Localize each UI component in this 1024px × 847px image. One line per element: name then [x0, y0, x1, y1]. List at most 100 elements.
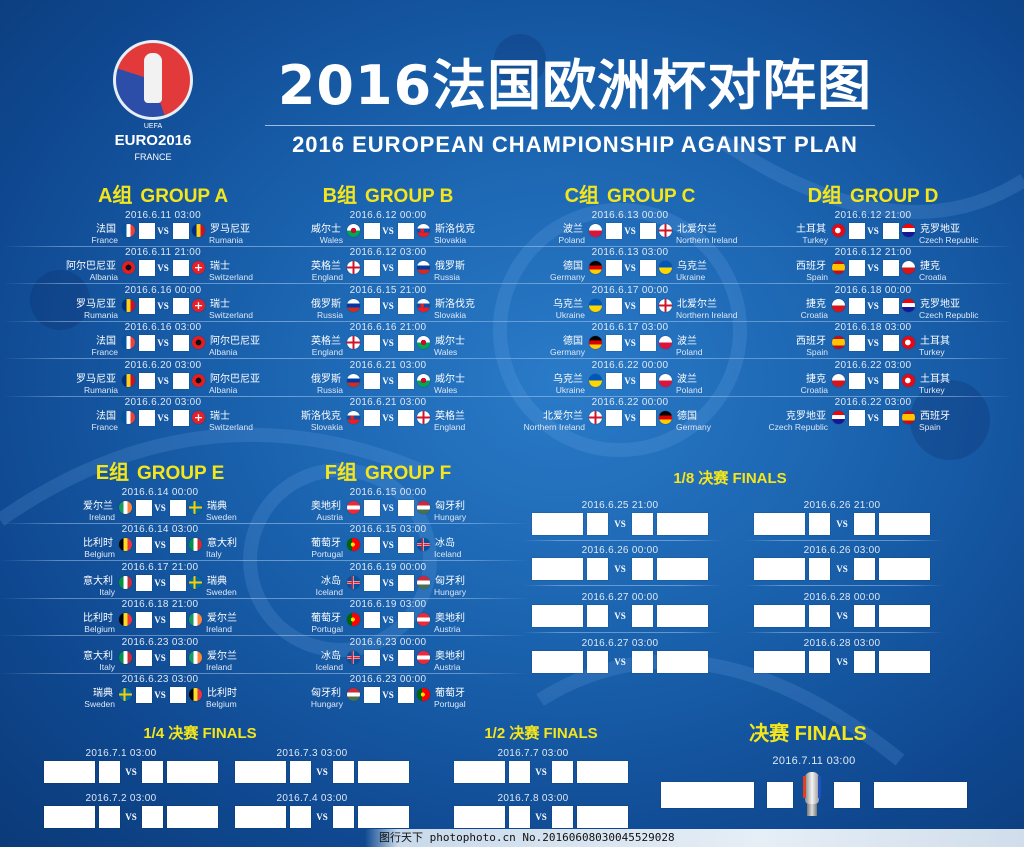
home-score-box[interactable]	[136, 687, 152, 703]
sf-score-box[interactable]	[552, 806, 573, 828]
home-score-box[interactable]	[139, 260, 155, 276]
home-score-box[interactable]	[136, 650, 152, 666]
away-score-box[interactable]	[173, 410, 189, 426]
home-score-box[interactable]	[364, 612, 380, 628]
r16-score-box[interactable]	[632, 605, 653, 627]
qf-team-box[interactable]	[167, 806, 218, 828]
qf-score-box[interactable]	[99, 761, 120, 783]
home-score-box[interactable]	[849, 223, 865, 239]
away-score-box[interactable]	[398, 612, 414, 628]
home-score-box[interactable]	[849, 410, 865, 426]
home-score-box[interactable]	[364, 500, 380, 516]
sf-team-box[interactable]	[454, 806, 505, 828]
away-score-box[interactable]	[170, 650, 186, 666]
away-score-box[interactable]	[883, 410, 899, 426]
r16-score-box[interactable]	[632, 558, 653, 580]
away-score-box[interactable]	[170, 687, 186, 703]
away-score-box[interactable]	[170, 500, 186, 516]
away-score-box[interactable]	[170, 537, 186, 553]
away-score-box[interactable]	[398, 687, 414, 703]
r16-team-box[interactable]	[754, 605, 805, 627]
r16-score-box[interactable]	[809, 605, 830, 627]
home-score-box[interactable]	[606, 260, 622, 276]
r16-team-box[interactable]	[879, 651, 930, 673]
r16-team-box[interactable]	[657, 651, 708, 673]
home-score-box[interactable]	[364, 575, 380, 591]
home-score-box[interactable]	[136, 537, 152, 553]
qf-team-box[interactable]	[235, 761, 286, 783]
home-score-box[interactable]	[139, 373, 155, 389]
sf-team-box[interactable]	[454, 761, 505, 783]
home-score-box[interactable]	[606, 223, 622, 239]
home-score-box[interactable]	[139, 335, 155, 351]
r16-score-box[interactable]	[809, 651, 830, 673]
home-score-box[interactable]	[364, 260, 380, 276]
qf-score-box[interactable]	[333, 806, 354, 828]
r16-team-box[interactable]	[532, 651, 583, 673]
home-score-box[interactable]	[139, 410, 155, 426]
r16-score-box[interactable]	[632, 651, 653, 673]
away-score-box[interactable]	[883, 298, 899, 314]
home-score-box[interactable]	[364, 537, 380, 553]
home-score-box[interactable]	[139, 298, 155, 314]
final-team-box[interactable]	[874, 782, 967, 808]
home-score-box[interactable]	[139, 223, 155, 239]
home-score-box[interactable]	[136, 500, 152, 516]
qf-team-box[interactable]	[235, 806, 286, 828]
home-score-box[interactable]	[606, 335, 622, 351]
qf-team-box[interactable]	[358, 761, 409, 783]
away-score-box[interactable]	[398, 410, 414, 426]
away-score-box[interactable]	[640, 373, 656, 389]
qf-team-box[interactable]	[358, 806, 409, 828]
sf-team-box[interactable]	[577, 761, 628, 783]
r16-score-box[interactable]	[587, 605, 608, 627]
r16-score-box[interactable]	[809, 558, 830, 580]
away-score-box[interactable]	[883, 373, 899, 389]
qf-team-box[interactable]	[167, 761, 218, 783]
r16-score-box[interactable]	[854, 513, 875, 535]
r16-team-box[interactable]	[657, 558, 708, 580]
r16-team-box[interactable]	[657, 513, 708, 535]
qf-score-box[interactable]	[333, 761, 354, 783]
qf-team-box[interactable]	[44, 761, 95, 783]
away-score-box[interactable]	[398, 575, 414, 591]
home-score-box[interactable]	[606, 373, 622, 389]
r16-score-box[interactable]	[809, 513, 830, 535]
qf-score-box[interactable]	[290, 761, 311, 783]
away-score-box[interactable]	[883, 335, 899, 351]
r16-score-box[interactable]	[854, 651, 875, 673]
r16-team-box[interactable]	[879, 605, 930, 627]
qf-score-box[interactable]	[99, 806, 120, 828]
r16-team-box[interactable]	[879, 558, 930, 580]
r16-score-box[interactable]	[854, 558, 875, 580]
away-score-box[interactable]	[398, 373, 414, 389]
sf-score-box[interactable]	[552, 761, 573, 783]
away-score-box[interactable]	[173, 223, 189, 239]
r16-team-box[interactable]	[754, 558, 805, 580]
home-score-box[interactable]	[606, 410, 622, 426]
away-score-box[interactable]	[170, 575, 186, 591]
r16-team-box[interactable]	[657, 605, 708, 627]
home-score-box[interactable]	[849, 260, 865, 276]
away-score-box[interactable]	[398, 298, 414, 314]
away-score-box[interactable]	[883, 260, 899, 276]
away-score-box[interactable]	[398, 650, 414, 666]
qf-team-box[interactable]	[44, 806, 95, 828]
home-score-box[interactable]	[364, 223, 380, 239]
home-score-box[interactable]	[849, 335, 865, 351]
home-score-box[interactable]	[136, 612, 152, 628]
home-score-box[interactable]	[606, 298, 622, 314]
away-score-box[interactable]	[640, 298, 656, 314]
away-score-box[interactable]	[173, 373, 189, 389]
away-score-box[interactable]	[640, 410, 656, 426]
r16-score-box[interactable]	[854, 605, 875, 627]
r16-score-box[interactable]	[587, 651, 608, 673]
home-score-box[interactable]	[364, 373, 380, 389]
final-score-box[interactable]	[834, 782, 860, 808]
away-score-box[interactable]	[398, 500, 414, 516]
away-score-box[interactable]	[398, 335, 414, 351]
r16-team-box[interactable]	[532, 558, 583, 580]
away-score-box[interactable]	[173, 260, 189, 276]
home-score-box[interactable]	[364, 298, 380, 314]
away-score-box[interactable]	[640, 260, 656, 276]
